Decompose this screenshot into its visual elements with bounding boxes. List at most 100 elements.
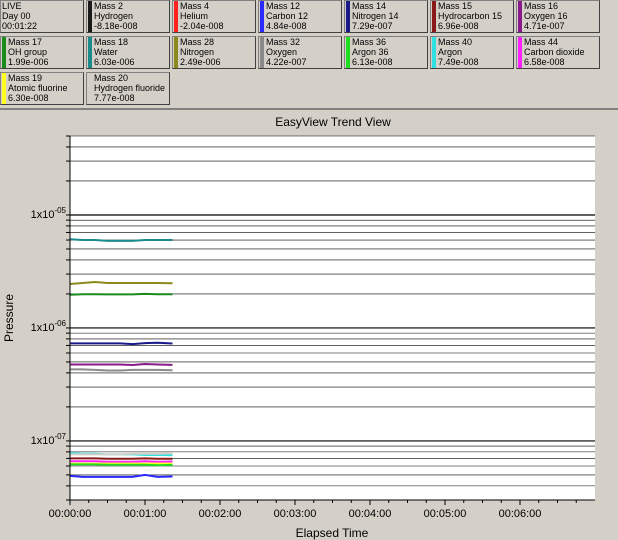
- channel-color-swatch: [346, 37, 350, 68]
- channel-value-readout: 4.84e-008: [266, 21, 340, 31]
- y-tick-label: 1x10-05: [31, 206, 67, 221]
- channel-value-readout: 4.71e-007: [524, 21, 598, 31]
- channel-mass-label: Mass 20: [94, 73, 168, 83]
- channel-color-swatch: [88, 1, 92, 32]
- y-tick-mantissa: 1x10: [31, 435, 55, 447]
- channel-color-swatch: [2, 73, 6, 104]
- x-tick-label: 00:02:00: [199, 508, 242, 520]
- channel-color-swatch: [432, 1, 436, 32]
- channel-mass-label: Mass 18: [94, 37, 168, 47]
- trend-chart: EasyView Trend View 1x10-051x10-061x10-0…: [0, 110, 618, 540]
- channel-name-label: Hydrogen: [94, 11, 168, 21]
- channel-color-swatch: [88, 37, 92, 68]
- x-tick-label: 00:06:00: [499, 508, 542, 520]
- channel-mass-label: Mass 4: [180, 1, 254, 11]
- series-line: [70, 464, 173, 465]
- series-line: [70, 364, 173, 365]
- elapsed-clock: 00:01:22: [2, 21, 82, 31]
- y-tick-exponent: -05: [54, 206, 66, 215]
- channel-name-label: Oxygen: [266, 47, 340, 57]
- channel-color-swatch: [88, 73, 92, 104]
- channel-color-swatch: [174, 1, 178, 32]
- channel-color-swatch: [346, 1, 350, 32]
- live-status-label: LIVE: [2, 1, 82, 11]
- y-tick-label: 1x10-06: [31, 319, 67, 334]
- series-line: [70, 294, 173, 295]
- channel-color-swatch: [518, 37, 522, 68]
- channel-name-label: Hydrogen fluoride: [94, 83, 168, 93]
- channel-mass-label: Mass 15: [438, 1, 512, 11]
- channel-mass-label: Mass 2: [94, 1, 168, 11]
- x-tick-label: 00:03:00: [274, 508, 317, 520]
- channel-name-label: Hydrocarbon 15: [438, 11, 512, 21]
- channel-value-readout: 6.96e-008: [438, 21, 512, 31]
- channel-mass-label: Mass 16: [524, 1, 598, 11]
- channel-value-readout: 4.22e-007: [266, 57, 340, 67]
- channel-name-label: Carbon dioxide: [524, 47, 598, 57]
- channel-color-swatch: [260, 37, 264, 68]
- channel-color-swatch: [432, 37, 436, 68]
- channel-mass-label: Mass 19: [8, 73, 82, 83]
- channel-value-readout: 6.58e-008: [524, 57, 598, 67]
- channel-mass-label: Mass 36: [352, 37, 426, 47]
- channel-value-readout: 6.13e-008: [352, 57, 426, 67]
- channel-value-readout: 1.99e-006: [8, 57, 82, 67]
- channel-name-label: Carbon 12: [266, 11, 340, 21]
- live-status-tile[interactable]: LIVE Day 00 00:01:22: [0, 0, 84, 33]
- y-tick-exponent: -06: [54, 319, 66, 328]
- channel-value-readout: 7.77e-008: [94, 93, 168, 103]
- channel-value-readout: -2.04e-008: [180, 21, 254, 31]
- x-tick-label: 00:05:00: [424, 508, 467, 520]
- channel-mass-label: Mass 17: [8, 37, 82, 47]
- channel-value-readout: 6.30e-008: [8, 93, 82, 103]
- channel-name-label: Helium: [180, 11, 254, 21]
- y-tick-label: 1x10-07: [31, 432, 67, 447]
- channel-value-readout: 7.49e-008: [438, 57, 512, 67]
- channel-name-label: OH group: [8, 47, 82, 57]
- y-axis-label: Pressure: [2, 294, 16, 342]
- y-tick-mantissa: 1x10: [31, 322, 55, 334]
- channel-name-label: Water: [94, 47, 168, 57]
- chart-title: EasyView Trend View: [275, 115, 391, 129]
- channel-value-readout: 6.03e-006: [94, 57, 168, 67]
- y-tick-exponent: -07: [54, 432, 66, 441]
- channel-color-swatch: [174, 37, 178, 68]
- channel-mass-label: Mass 14: [352, 1, 426, 11]
- channel-mass-label: Mass 28: [180, 37, 254, 47]
- channel-mass-label: Mass 32: [266, 37, 340, 47]
- series-line: [70, 369, 173, 370]
- series-line: [70, 453, 173, 454]
- channel-value-readout: 2.49e-006: [180, 57, 254, 67]
- channel-color-swatch: [260, 1, 264, 32]
- channel-mass-label: Mass 44: [524, 37, 598, 47]
